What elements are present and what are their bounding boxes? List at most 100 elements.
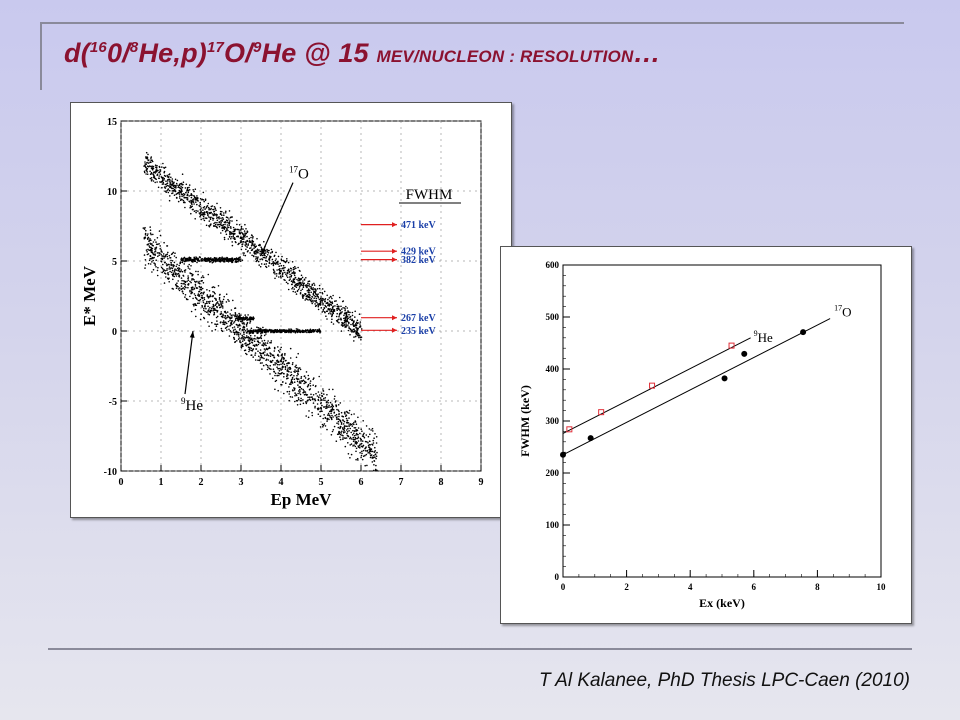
data-point (202, 301, 205, 304)
data-point (207, 311, 209, 313)
data-point (263, 240, 265, 243)
data-point (171, 273, 174, 276)
data-point (195, 315, 197, 318)
data-point (181, 195, 183, 198)
data-point (351, 434, 354, 436)
data-point (261, 340, 263, 342)
data-point (156, 274, 159, 277)
data-point (206, 258, 209, 260)
data-point (247, 339, 250, 341)
series-mass: 9 (754, 329, 758, 338)
data-point (284, 366, 287, 369)
data-point (166, 255, 169, 258)
data-point (226, 226, 229, 228)
data-point (300, 289, 302, 292)
data-point (289, 278, 291, 280)
data-point (152, 180, 155, 182)
data-point (290, 373, 293, 376)
data-point (212, 290, 214, 293)
data-point (152, 241, 155, 243)
data-point (158, 165, 161, 168)
data-point (144, 267, 146, 269)
data-point (324, 298, 327, 300)
data-point (221, 302, 224, 304)
data-point (196, 195, 198, 197)
data-point (217, 258, 219, 261)
x-tick-label: 6 (752, 582, 757, 592)
data-point (338, 296, 341, 299)
data-point (347, 453, 350, 455)
data-point (205, 211, 208, 213)
data-point (321, 297, 324, 300)
data-point (342, 438, 344, 441)
annotation-label: 9He (181, 396, 203, 414)
data-point (155, 247, 157, 250)
data-point (223, 321, 225, 323)
data-point (221, 258, 224, 260)
data-point (249, 346, 251, 349)
data-point (234, 228, 236, 230)
data-point (208, 325, 210, 327)
data-point (342, 428, 344, 430)
data-point (156, 237, 159, 239)
data-point (272, 364, 275, 366)
data-point (189, 268, 191, 270)
data-point (241, 232, 243, 234)
data-point (151, 256, 154, 259)
data-point (239, 333, 242, 335)
data-point (216, 305, 218, 308)
data-point (282, 361, 284, 364)
data-point (259, 258, 261, 261)
data-point (371, 450, 374, 453)
data-point (244, 223, 246, 226)
data-point (188, 189, 191, 191)
data-point (196, 261, 198, 264)
data-point (374, 446, 376, 449)
data-point (283, 278, 285, 281)
data-point (339, 431, 341, 433)
data-point (204, 217, 206, 219)
data-point (279, 328, 281, 331)
data-point (373, 437, 375, 440)
data-point (205, 217, 208, 219)
data-point (253, 255, 255, 258)
y-axis-title: E* MeV (80, 265, 99, 326)
data-point (229, 220, 231, 222)
data-point (321, 301, 323, 303)
data-point (151, 244, 154, 247)
data-point (195, 270, 197, 273)
data-point (212, 259, 215, 262)
data-point (353, 432, 355, 435)
data-point (361, 435, 364, 437)
data-point (298, 278, 300, 281)
data-point (357, 327, 360, 330)
data-point (337, 426, 340, 429)
data-point (206, 289, 208, 291)
data-point (305, 277, 307, 279)
data-point (148, 159, 150, 161)
data-point (162, 181, 165, 184)
data-point (326, 318, 328, 320)
fwhm-arrowhead (392, 315, 397, 321)
data-point (216, 320, 218, 322)
data-point (324, 399, 326, 402)
data-point (375, 442, 378, 444)
data-point (189, 289, 191, 292)
data-point (331, 306, 334, 308)
annotation-symbol: O (298, 167, 309, 183)
data-point (343, 324, 346, 326)
data-point (243, 339, 246, 341)
fwhm-label: 429 keV (401, 247, 437, 258)
data-point (330, 304, 333, 306)
data-point (250, 338, 253, 340)
data-point (192, 278, 194, 280)
data-point (182, 287, 185, 289)
data-point (219, 207, 222, 209)
data-point (362, 420, 365, 422)
data-point (347, 427, 349, 430)
data-point (256, 257, 258, 259)
data-point (151, 160, 154, 163)
data-point (587, 435, 594, 442)
data-point (145, 173, 147, 175)
data-point (283, 363, 286, 366)
